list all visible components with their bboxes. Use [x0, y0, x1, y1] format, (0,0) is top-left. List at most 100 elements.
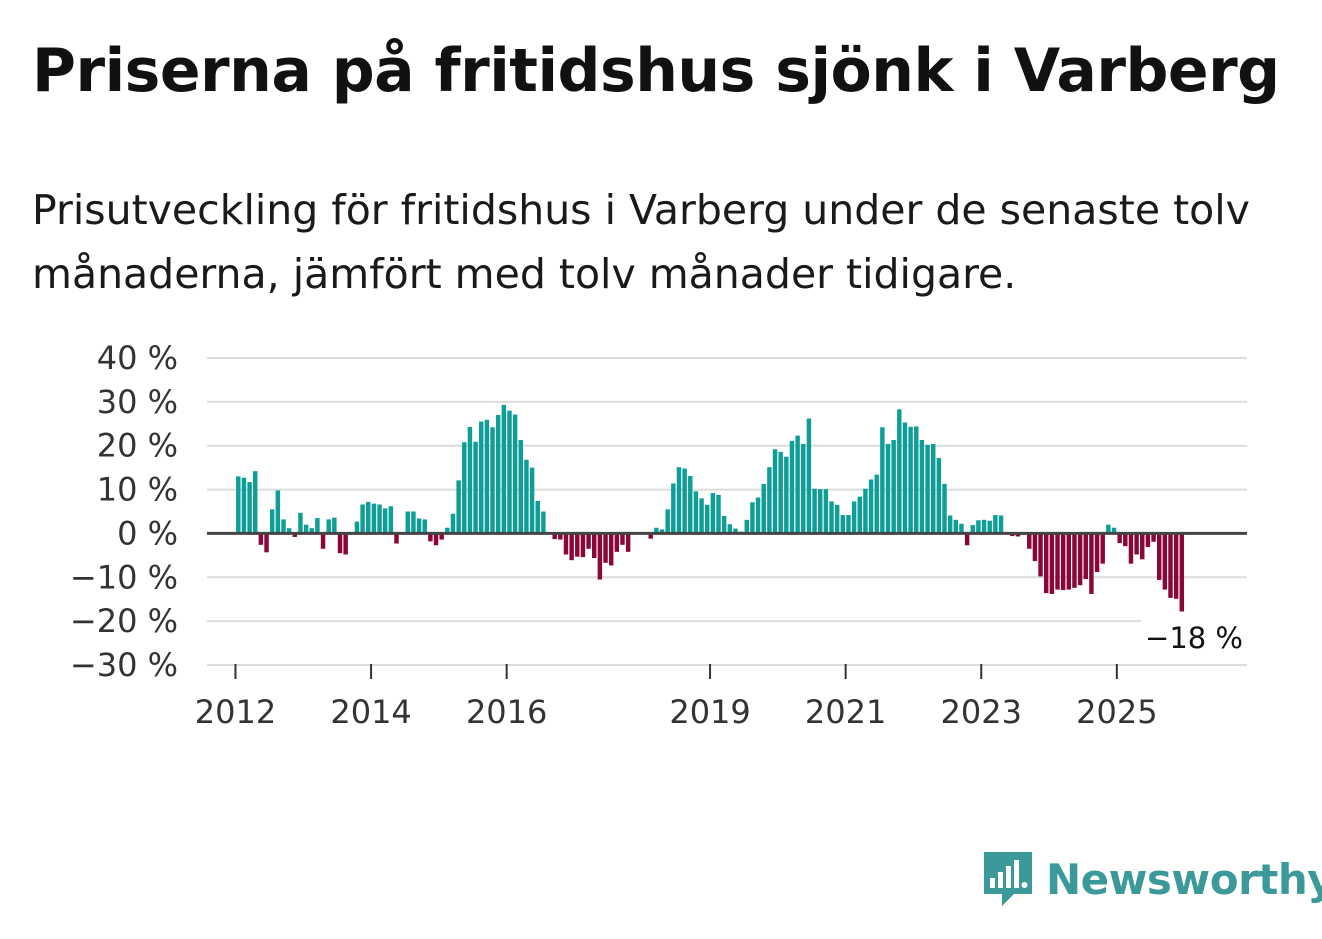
bar — [710, 493, 716, 534]
y-tick-label: 10 % — [97, 471, 178, 509]
last-value-label: −18 % — [1145, 621, 1243, 655]
bar — [925, 444, 930, 534]
bar — [473, 441, 478, 534]
x-tick-label: 2025 — [1076, 693, 1157, 731]
bar — [914, 426, 919, 534]
bar — [377, 504, 382, 534]
bar — [552, 533, 557, 540]
y-tick-label: 40 % — [97, 339, 178, 377]
brand-logo[interactable]: Newsworthy — [980, 848, 1322, 910]
x-tick-label: 2012 — [195, 693, 276, 731]
bar — [801, 443, 806, 534]
bar — [575, 533, 580, 557]
bar — [1140, 533, 1145, 560]
bar — [1145, 533, 1151, 548]
bar — [671, 483, 676, 534]
bar — [1043, 533, 1049, 594]
bar — [467, 426, 473, 534]
bar — [479, 421, 484, 534]
bar — [292, 533, 298, 537]
bar — [1128, 533, 1134, 564]
bar — [851, 501, 857, 534]
bar — [930, 443, 936, 534]
bar — [727, 524, 733, 534]
bar — [874, 474, 879, 534]
bar — [784, 456, 789, 534]
bar — [676, 467, 682, 534]
x-tick-label: 2019 — [669, 693, 750, 731]
y-tick-label: −20 % — [70, 602, 178, 640]
bar — [964, 533, 970, 546]
bar — [501, 404, 507, 534]
bar — [772, 449, 778, 534]
bar — [366, 501, 371, 534]
bar — [1106, 524, 1111, 534]
bar — [1089, 533, 1094, 594]
bar — [981, 519, 987, 534]
bar — [705, 504, 710, 534]
bar — [264, 533, 269, 553]
chart-title: Priserna på fritidshus sjönk i Varberg — [32, 36, 1280, 106]
x-tick-label: 2023 — [941, 693, 1022, 731]
y-tick-label: 20 % — [97, 427, 178, 465]
bar — [1168, 533, 1173, 598]
bar — [1156, 533, 1162, 580]
bar — [897, 409, 902, 534]
bars — [236, 404, 1185, 612]
bar — [281, 519, 286, 534]
bar — [970, 525, 975, 534]
bar — [1162, 533, 1168, 590]
bar — [445, 527, 450, 534]
bar — [908, 426, 913, 534]
bar — [1072, 533, 1077, 588]
bar — [275, 490, 281, 534]
bar — [258, 533, 264, 545]
bar — [439, 533, 444, 540]
bar — [490, 427, 495, 534]
bar — [388, 506, 394, 534]
bar — [315, 518, 320, 534]
bar — [569, 533, 574, 561]
bar — [829, 501, 834, 534]
bar — [778, 451, 783, 534]
bar — [1100, 533, 1105, 564]
bar — [806, 418, 812, 534]
bar — [541, 511, 546, 534]
bar — [1027, 533, 1032, 549]
bar — [332, 517, 337, 534]
bar — [665, 509, 670, 534]
bar — [337, 533, 343, 554]
bar — [394, 533, 399, 544]
bar — [247, 482, 252, 534]
bar — [993, 515, 998, 534]
bar — [1111, 527, 1117, 534]
bar — [354, 521, 360, 534]
x-tick-label: 2014 — [330, 693, 411, 731]
y-tick-label: 0 % — [117, 514, 178, 552]
bar — [535, 500, 540, 534]
y-tick-label: −30 % — [70, 646, 178, 684]
bar — [1055, 533, 1060, 590]
bar — [834, 504, 840, 534]
bar — [818, 489, 823, 534]
bar — [298, 512, 303, 534]
bar — [614, 533, 620, 552]
bar — [603, 533, 608, 563]
bar — [1038, 533, 1043, 577]
bar — [326, 519, 331, 534]
y-tick-label: 30 % — [97, 383, 178, 421]
bar — [795, 435, 800, 534]
bar — [241, 477, 247, 534]
bar — [919, 440, 925, 534]
bar — [1015, 533, 1021, 537]
bar — [693, 491, 699, 534]
bar — [580, 533, 586, 558]
bar — [524, 459, 529, 534]
bar — [563, 533, 569, 555]
bar — [868, 479, 874, 534]
bar — [654, 527, 659, 534]
bar — [688, 475, 693, 534]
x-tick-label: 2016 — [466, 693, 547, 731]
bar — [959, 523, 964, 534]
bar — [309, 528, 314, 534]
